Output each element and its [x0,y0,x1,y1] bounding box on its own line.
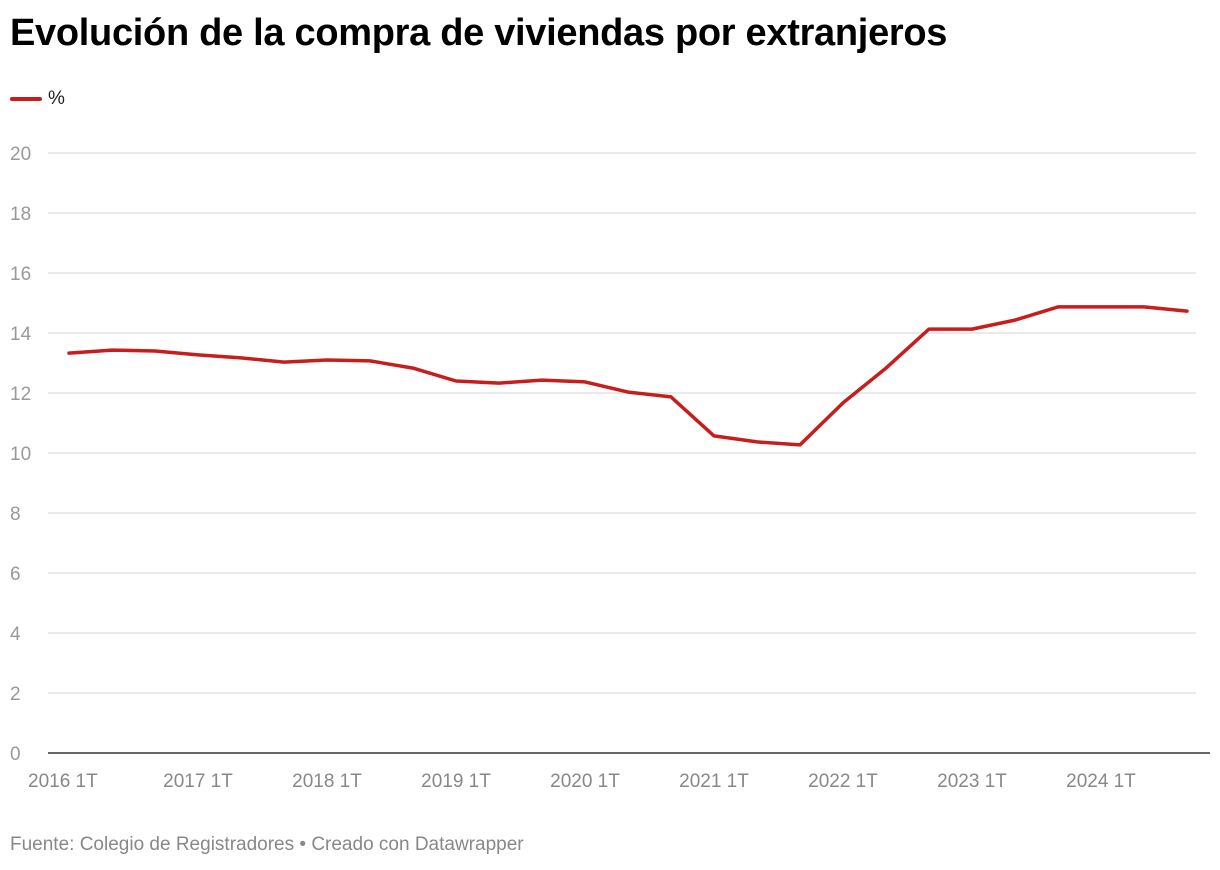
legend-label: % [48,88,65,109]
y-tick-label: 6 [10,564,21,585]
x-tick-label: 2022 1T [808,771,878,792]
x-tick-label: 2019 1T [421,771,491,792]
y-tick-label: 20 [10,144,31,165]
x-tick-label: 2021 1T [679,771,749,792]
y-tick-label: 10 [10,444,31,465]
series-line [67,305,1189,447]
y-tick-label: 8 [10,504,21,525]
x-tick-label: 2017 1T [163,771,233,792]
y-tick-label: 12 [10,384,31,405]
x-tick-label: 2016 1T [28,771,98,792]
y-tick-label: 16 [10,264,31,285]
legend: % [10,88,65,110]
x-tick-label: 2018 1T [292,771,362,792]
y-tick-label: 4 [10,624,21,645]
x-tick-label: 2020 1T [550,771,620,792]
y-tick-label: 14 [10,324,32,345]
y-tick-label: 2 [10,684,21,705]
x-tick-label: 2024 1T [1066,771,1136,792]
source-footer: Fuente: Colegio de Registradores • Cread… [10,834,524,855]
legend-swatch [10,97,42,101]
y-tick-label: 0 [10,744,21,765]
y-tick-label: 18 [10,204,31,225]
x-tick-label: 2023 1T [937,771,1007,792]
chart-title: Evolución de la compra de viviendas por … [10,12,948,54]
